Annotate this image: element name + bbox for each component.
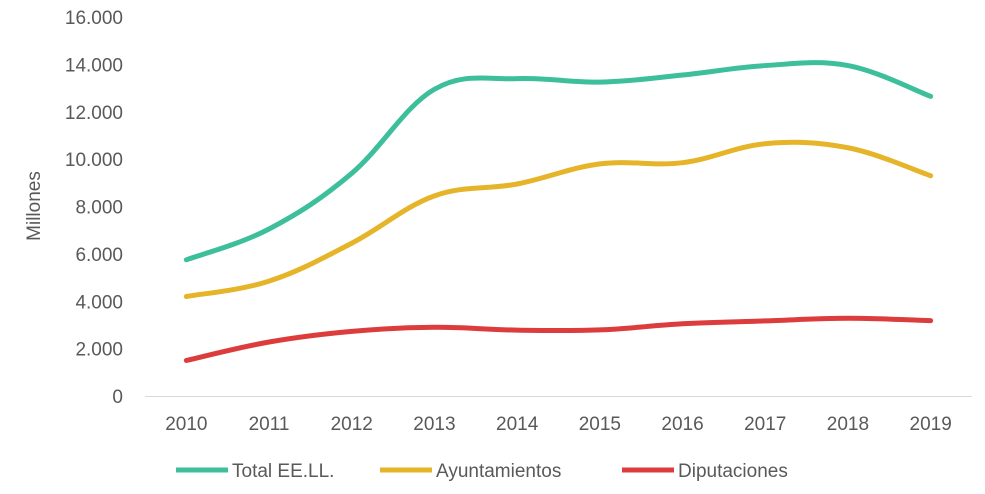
y-tick-label: 16.000 [65, 8, 123, 29]
x-tick-label: 2019 [910, 414, 952, 435]
legend: Total EE.LL. Ayuntamientos Diputaciones [176, 461, 788, 482]
x-tick-label: 2012 [331, 414, 373, 435]
series-lines [183, 60, 934, 363]
legend-label: Ayuntamientos [436, 461, 561, 482]
y-tick-label: 6.000 [75, 245, 123, 266]
x-tick-label: 2014 [496, 414, 539, 435]
series-line-1 [183, 60, 934, 263]
series-line-2 [183, 139, 934, 300]
x-tick-label: 2010 [165, 414, 207, 435]
y-tick-label: 12.000 [65, 103, 123, 124]
x-axis-ticks: 2010 2011 2012 2013 2014 2015 2016 2017 2018 2019 [165, 414, 952, 435]
x-tick-label: 2018 [827, 414, 869, 435]
legend-label: Total EE.LL. [232, 461, 334, 482]
y-axis-ticks: 0 2.000 4.000 6.000 8.000 10.000 12.000 14.000 1… [65, 8, 123, 408]
y-tick-label: 10.000 [65, 150, 123, 171]
legend-label: Diputaciones [678, 461, 788, 482]
x-tick-label: 2013 [413, 414, 455, 435]
y-tick-label: 8.000 [75, 198, 123, 219]
y-tick-label: 0 [112, 387, 123, 408]
y-tick-label: 14.000 [65, 55, 123, 76]
x-tick-label: 2015 [579, 414, 621, 435]
series-line-3 [183, 315, 934, 363]
x-tick-label: 2016 [661, 414, 703, 435]
y-tick-label: 2.000 [75, 340, 123, 361]
x-tick-label: 2011 [249, 414, 290, 435]
y-axis-title: Millones [24, 171, 45, 241]
y-tick-label: 4.000 [75, 292, 123, 313]
x-tick-label: 2017 [744, 414, 786, 435]
